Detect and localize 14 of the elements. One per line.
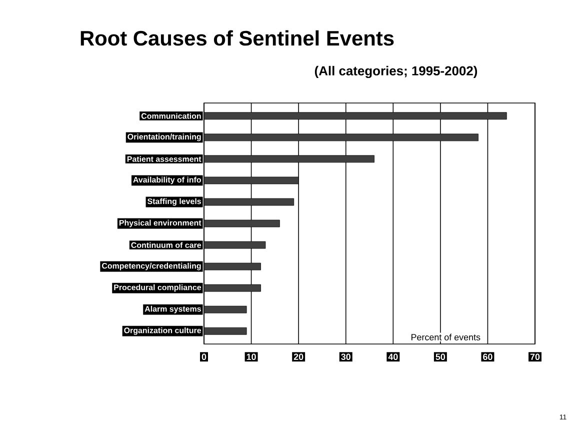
bar [204,327,247,335]
chart-subtitle: (All categories; 1995-2002) [314,66,478,78]
x-tick-label: 20 [294,354,304,360]
x-tick-label: 40 [388,354,398,360]
x-tick-label: 30 [341,354,350,360]
x-tick-label: 50 [436,354,446,360]
bar [204,112,507,120]
x-tick-label: 10 [246,354,256,360]
x-tick-label: 60 [483,354,492,360]
chart-title: Root Causes of Sentinel Events [80,30,394,46]
x-tick-label: 70 [530,354,540,360]
x-tick-label: 0 [202,354,206,360]
bar [204,134,478,142]
x-axis-title: Percent of events [411,334,480,340]
